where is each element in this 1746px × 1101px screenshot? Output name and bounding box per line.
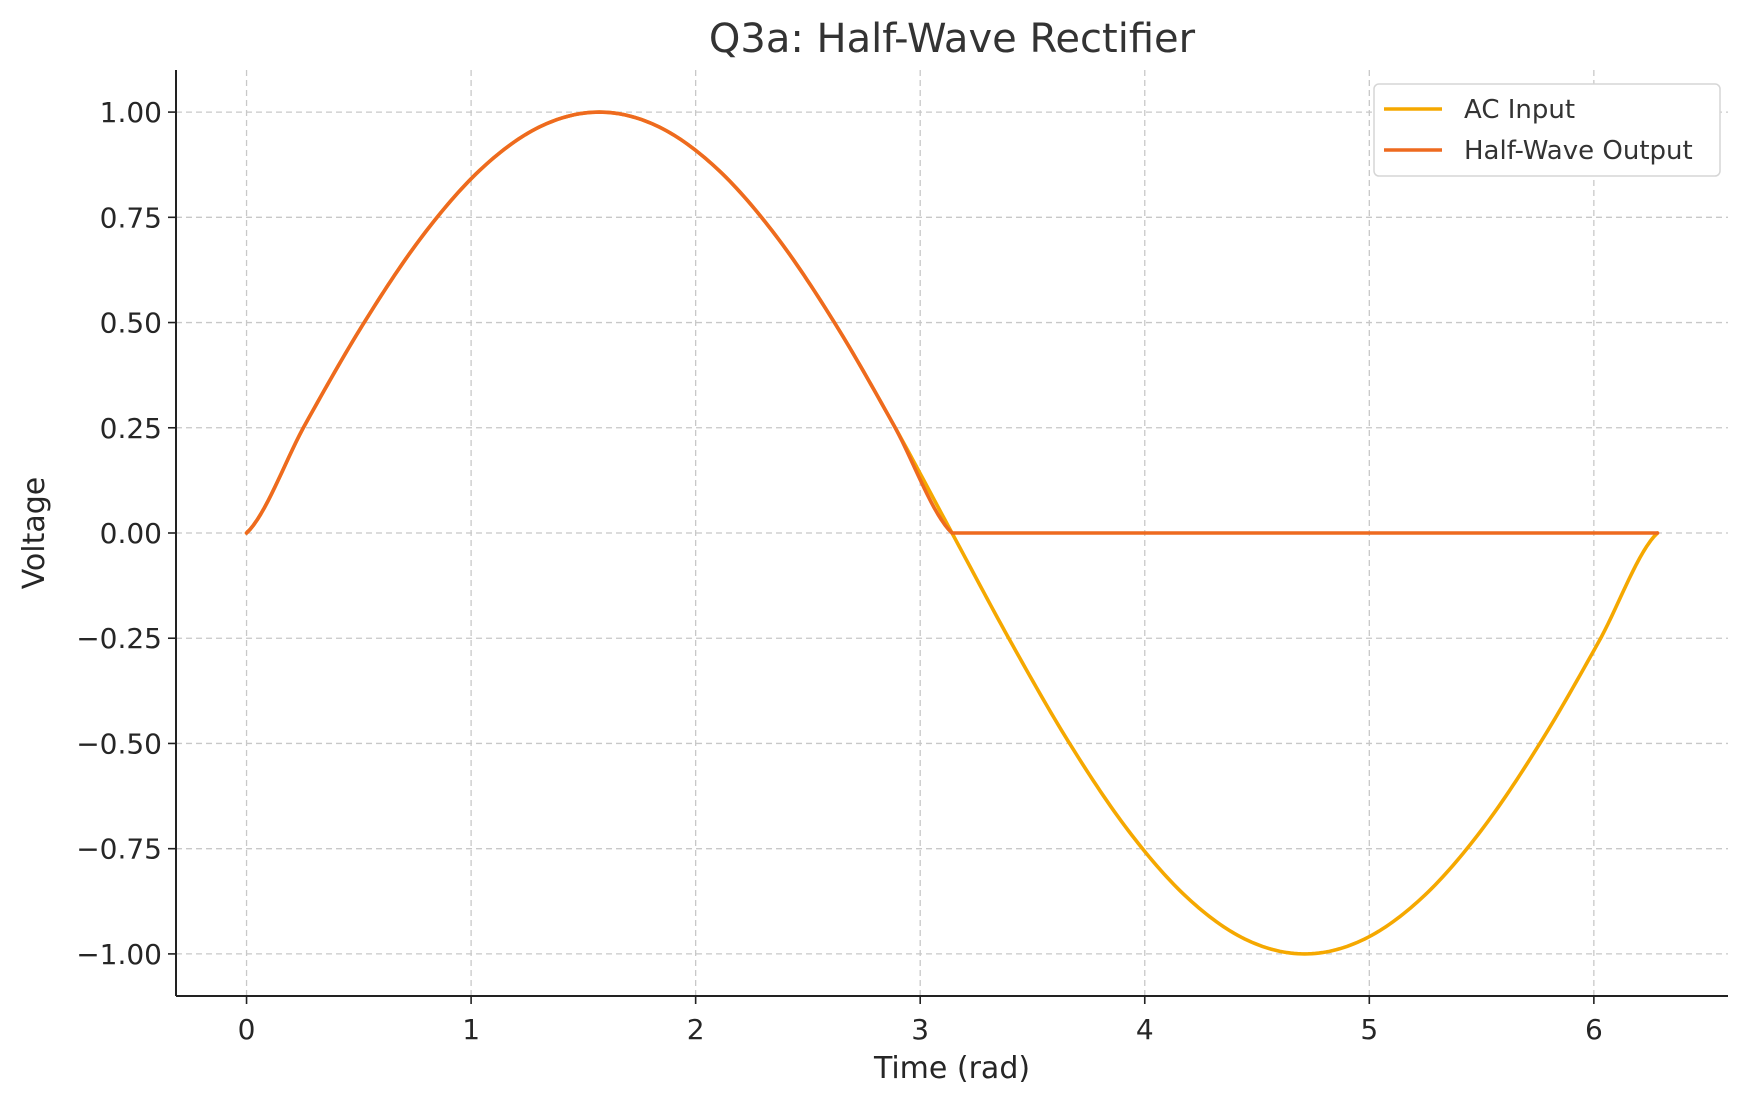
series-line-half-wave-output <box>244 110 1660 535</box>
x-tick-label: 3 <box>911 1013 929 1046</box>
x-tick-label: 4 <box>1136 1013 1154 1046</box>
y-tick-label: 1.00 <box>100 96 162 129</box>
x-tick-label: 5 <box>1360 1013 1378 1046</box>
y-tick-label: −0.75 <box>76 833 162 866</box>
x-tick-label: 1 <box>462 1013 480 1046</box>
x-tick-label: 0 <box>238 1013 256 1046</box>
y-tick-label: −1.00 <box>76 938 162 971</box>
y-tick-label: −0.50 <box>76 727 162 760</box>
legend-label: AC Input <box>1464 95 1575 125</box>
y-tick-label: 0.25 <box>100 412 162 445</box>
chart-title: Q3a: Half-Wave Rectifier <box>709 16 1196 62</box>
x-axis-label: Time (rad) <box>873 1051 1030 1086</box>
legend: AC Input Half-Wave Output <box>1373 83 1721 177</box>
axes <box>168 70 1728 1004</box>
x-tick-label: 6 <box>1585 1013 1603 1046</box>
y-axis-label: Voltage <box>17 477 52 590</box>
y-tick-label: 0.50 <box>100 307 162 340</box>
y-tick-label: 0.75 <box>100 201 162 234</box>
x-tick-label: 2 <box>687 1013 705 1046</box>
y-tick-label: −0.25 <box>76 622 162 655</box>
series-layer <box>244 110 1660 956</box>
legend-box <box>1373 83 1721 177</box>
y-tick-label: 0.00 <box>100 517 162 550</box>
legend-label: Half-Wave Output <box>1464 136 1693 166</box>
tick-labels: 0 1 2 3 4 5 6 1.00 0.75 0.50 0.25 0.00 −0.25 −0.50 −0.… <box>76 96 1603 1046</box>
